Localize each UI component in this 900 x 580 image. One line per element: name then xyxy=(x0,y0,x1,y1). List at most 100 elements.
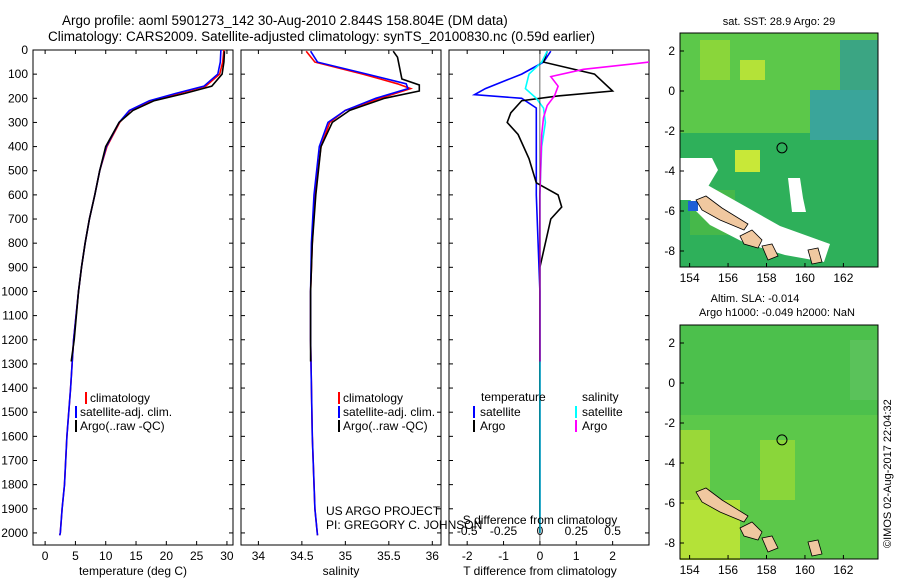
y-tick-label: 0 xyxy=(21,43,28,57)
x-tick-label: 34.5 xyxy=(290,549,314,563)
x-tick-label: 36 xyxy=(426,549,440,563)
x-tick-label: 35 xyxy=(339,549,353,563)
map-y-tick-label: -4 xyxy=(664,456,675,470)
temperature-legend: climatology satellite-adj. clim. Argo(..… xyxy=(75,391,172,433)
series-climatology xyxy=(58,50,225,536)
x-tick-label: -2 xyxy=(462,549,473,563)
sst-cloud-mask xyxy=(690,178,830,262)
land-new-ireland xyxy=(695,487,749,523)
s-tick-label: -0.25 xyxy=(490,524,518,538)
title-line-2: Climatology: CARS2009. Satellite-adjuste… xyxy=(48,29,596,44)
x-tick-label: 0 xyxy=(537,549,544,563)
series-temperature-argo xyxy=(506,50,615,362)
map-y-tick-label: -2 xyxy=(664,416,675,430)
sst-patch xyxy=(740,60,765,80)
map-y-tick-label: 2 xyxy=(668,44,675,58)
salinity-legend: climatology satellite-adj. clim. Argo(..… xyxy=(338,391,435,433)
map-x-tick-label: 154 xyxy=(680,271,700,285)
series-climatology xyxy=(305,50,414,536)
sst-blue-pixel xyxy=(688,201,698,211)
x-tick-label: 1 xyxy=(573,549,580,563)
argo-position-marker xyxy=(776,142,788,154)
y-tick-label: 800 xyxy=(8,236,28,250)
y-tick-label: 1100 xyxy=(2,309,28,323)
map-x-tick-label: 162 xyxy=(833,271,853,285)
sla-map-frame xyxy=(679,324,879,560)
y-tick-label: 1400 xyxy=(1,381,28,395)
legend-sat-label: satellite-adj. clim. xyxy=(343,405,435,419)
map-y-tick-label: -4 xyxy=(664,164,675,178)
y-tick-label: 1900 xyxy=(1,502,28,516)
y-tick-label: 1300 xyxy=(1,357,28,371)
map-x-tick-label: 160 xyxy=(795,563,815,577)
difference-panel-frame xyxy=(448,49,650,546)
x-tick-label: 2 xyxy=(609,549,616,563)
map-y-tick-label: 0 xyxy=(668,376,675,390)
imos-timestamp: ©IMOS 02-Aug-2017 22:04:32 xyxy=(882,399,894,548)
map-y-tick-label: 0 xyxy=(668,84,675,98)
sla-patch xyxy=(760,440,795,500)
y-tick-label: 1500 xyxy=(1,405,28,419)
salinity-panel-frame xyxy=(240,49,442,546)
sla-band xyxy=(680,325,878,415)
difference-legend: temperature salinity satellite Argo sate… xyxy=(473,390,623,433)
series-salinity-argo xyxy=(539,61,649,362)
s-tick-label: -0.5 xyxy=(457,524,478,538)
y-tick-label: 100 xyxy=(8,67,28,81)
map-x-tick-label: 162 xyxy=(833,563,853,577)
map-y-tick-label: -6 xyxy=(664,496,675,510)
land-island xyxy=(807,539,823,557)
land-island xyxy=(761,535,779,553)
argo-position-marker xyxy=(776,434,788,446)
s-tick-label: 0.5 xyxy=(604,524,621,538)
x-tick-label: 30 xyxy=(220,549,234,563)
sla-map xyxy=(679,324,879,560)
legend-salinity-header: salinity xyxy=(582,390,619,404)
x-tick-label: 15 xyxy=(129,549,143,563)
land-new-ireland xyxy=(695,195,749,231)
y-tick-label: 1200 xyxy=(1,333,28,347)
salinity-axis-label: salinity xyxy=(323,564,360,578)
x-tick-label: 25 xyxy=(190,549,204,563)
s-tick-label: 0.25 xyxy=(565,524,589,538)
series-argo-raw-qc xyxy=(70,51,226,362)
y-tick-label: 900 xyxy=(8,260,28,274)
series-satellite-adj-clim xyxy=(309,50,410,536)
legend-t-sat-label: satellite xyxy=(480,405,521,419)
land-island xyxy=(807,247,823,265)
y-tick-label: 1000 xyxy=(1,284,28,298)
legend-clim-label: climatology xyxy=(343,391,403,405)
y-tick-label: 600 xyxy=(8,188,28,202)
map-x-tick-label: 158 xyxy=(756,271,776,285)
legend-s-argo-label: Argo xyxy=(582,419,608,433)
map-x-tick-label: 160 xyxy=(795,271,815,285)
sla-map-title-2: Argo h1000: -0.049 h2000: NaN xyxy=(699,307,855,319)
x-tick-label: 0 xyxy=(42,549,49,563)
y-tick-label: 500 xyxy=(8,164,28,178)
y-tick-label: 1700 xyxy=(1,453,28,467)
map-x-tick-label: 156 xyxy=(718,563,738,577)
x-tick-label: 10 xyxy=(99,549,113,563)
map-x-tick-label: 154 xyxy=(680,563,700,577)
sst-cool-patch xyxy=(810,90,878,140)
map-y-tick-label: 2 xyxy=(668,336,675,350)
legend-sat-label: satellite-adj. clim. xyxy=(80,405,172,419)
sst-map-title: sat. SST: 28.9 Argo: 29 xyxy=(723,16,836,28)
x-tick-label: 34 xyxy=(252,549,266,563)
y-tick-label: 1600 xyxy=(1,429,28,443)
land-bougainville xyxy=(739,521,763,541)
legend-argo-label: Argo(..raw -QC) xyxy=(80,419,165,433)
land-island xyxy=(761,243,779,261)
map-y-tick-label: -2 xyxy=(664,124,675,138)
legend-temperature-header: temperature xyxy=(481,390,546,404)
legend-argo-label: Argo(..raw -QC) xyxy=(343,419,428,433)
map-y-tick-label: -8 xyxy=(664,536,675,550)
legend-s-sat-label: satellite xyxy=(582,405,623,419)
sla-patch xyxy=(850,340,878,400)
title-line-1: Argo profile: aoml 5901273_142 30-Aug-20… xyxy=(62,13,508,28)
legend-clim-label: climatology xyxy=(90,391,150,405)
s-difference-axis-label: S difference from climatology xyxy=(463,513,618,527)
sst-cloud-mask xyxy=(680,158,718,200)
series-satellite-adj-clim xyxy=(58,50,222,536)
